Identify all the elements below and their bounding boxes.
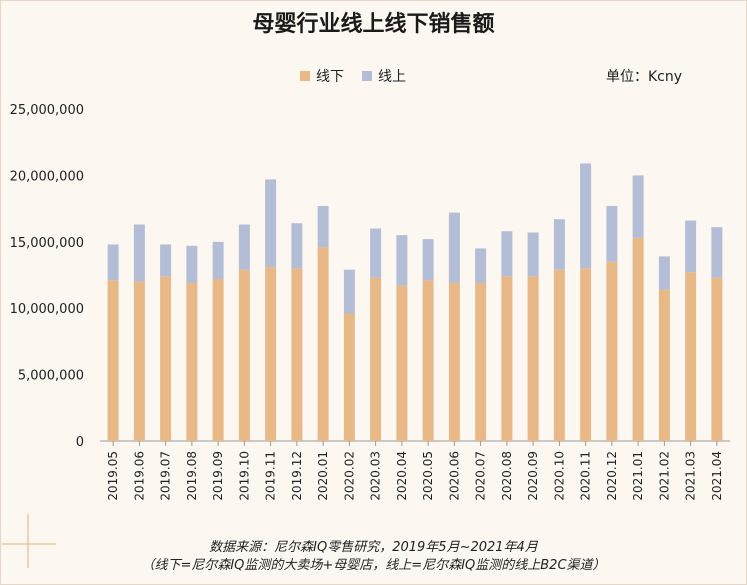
x-tick-label: 2020.09 <box>526 451 540 501</box>
source-line-1: 数据来源：尼尔森IQ零售研究，2019年5月~2021年4月 <box>209 540 538 555</box>
bar-offline <box>107 280 119 441</box>
bar-offline <box>448 282 460 441</box>
bar-online <box>658 256 670 290</box>
bar-online <box>685 220 697 273</box>
x-tick-label: 2021.03 <box>684 451 698 501</box>
x-tick-label: 2020.08 <box>500 451 514 501</box>
bar-offline <box>291 268 303 441</box>
x-tick-label: 2020.07 <box>474 451 488 501</box>
bar-online <box>396 235 408 286</box>
bar-offline <box>685 272 697 441</box>
x-tick-label: 2020.11 <box>579 451 593 501</box>
bar-online <box>317 205 329 248</box>
bar-online <box>711 227 723 278</box>
x-tick-label: 2020.01 <box>316 451 330 501</box>
x-tick-label: 2020.04 <box>395 451 409 501</box>
x-tick-label: 2021.04 <box>710 451 724 501</box>
y-tick-label: 5,000,000 <box>18 369 84 384</box>
x-tick-label: 2019.08 <box>185 451 199 501</box>
bar-offline <box>317 247 329 441</box>
bar-online <box>291 223 303 269</box>
source-line-2: （线下=尼尔森IQ监测的大卖场+母婴店，线上=尼尔森IQ监测的线上B2C渠道） <box>141 558 606 573</box>
x-tick-label: 2020.12 <box>605 451 619 501</box>
y-tick-label: 20,000,000 <box>10 169 84 184</box>
y-tick-label: 10,000,000 <box>10 302 84 317</box>
bar-offline <box>265 267 277 441</box>
x-tick-label: 2019.06 <box>132 451 146 501</box>
bar-offline <box>212 278 224 441</box>
unit-label: 单位：Kcny <box>606 69 683 85</box>
legend-swatch-online <box>362 71 372 81</box>
bar-offline <box>396 285 408 441</box>
y-tick-label: 25,000,000 <box>10 103 84 118</box>
chart-legend: 线下 线上 <box>300 66 424 86</box>
bar-online <box>343 269 355 314</box>
x-tick-label: 2019.10 <box>237 451 251 501</box>
bar-online <box>212 241 224 279</box>
legend-item-online: 线上 <box>362 66 406 86</box>
x-tick-label: 2019.05 <box>106 451 120 501</box>
x-tick-label: 2019.07 <box>159 451 173 501</box>
bar-offline <box>580 268 592 441</box>
legend-item-offline: 线下 <box>300 66 344 86</box>
bar-online <box>580 163 592 269</box>
bar-online <box>553 219 565 270</box>
bar-online <box>422 239 434 281</box>
bar-offline <box>133 281 145 441</box>
bar-online <box>527 232 539 277</box>
bar-offline <box>632 237 644 441</box>
bar-offline <box>553 269 565 441</box>
bar-online <box>632 175 644 238</box>
bar-online <box>370 228 382 278</box>
decorative-cross <box>2 514 56 568</box>
bar-online <box>107 244 119 281</box>
y-tick-label: 15,000,000 <box>10 236 84 251</box>
bar-offline <box>238 269 250 441</box>
bar-offline <box>606 261 618 441</box>
chart-title: 母婴行业线上线下销售额 <box>252 12 495 37</box>
bar-online <box>448 212 460 283</box>
x-tick-label: 2020.02 <box>342 451 356 501</box>
x-tick-label: 2021.02 <box>657 451 671 501</box>
bar-online <box>606 205 618 262</box>
bar-online <box>133 224 145 282</box>
bar-offline <box>501 276 513 441</box>
bar-offline <box>343 313 355 441</box>
x-tick-label: 2020.06 <box>447 451 461 501</box>
bar-online <box>475 248 487 283</box>
legend-label-offline: 线下 <box>316 69 344 85</box>
bar-offline <box>658 289 670 441</box>
x-tick-label: 2019.09 <box>211 451 225 501</box>
bar-online <box>186 245 198 283</box>
bar-online <box>501 231 513 277</box>
x-tick-label: 2021.01 <box>631 451 645 501</box>
y-tick-label: 0 <box>76 435 84 450</box>
bar-offline <box>527 276 539 441</box>
bar-offline <box>422 280 434 441</box>
x-tick-label: 2019.12 <box>290 451 304 501</box>
legend-label-online: 线上 <box>378 69 406 85</box>
x-tick-label: 2020.05 <box>421 451 435 501</box>
bar-offline <box>186 282 198 441</box>
legend-swatch-offline <box>300 71 310 81</box>
x-tick-label: 2020.03 <box>369 451 383 501</box>
bar-online <box>160 244 172 277</box>
bar-offline <box>370 277 382 441</box>
bar-online <box>265 179 277 268</box>
bar-offline <box>711 277 723 441</box>
x-tick-label: 2020.10 <box>552 451 566 501</box>
bar-offline <box>475 282 487 441</box>
bar-offline <box>160 276 172 441</box>
x-tick-label: 2019.11 <box>264 451 278 501</box>
bar-online <box>238 224 250 270</box>
